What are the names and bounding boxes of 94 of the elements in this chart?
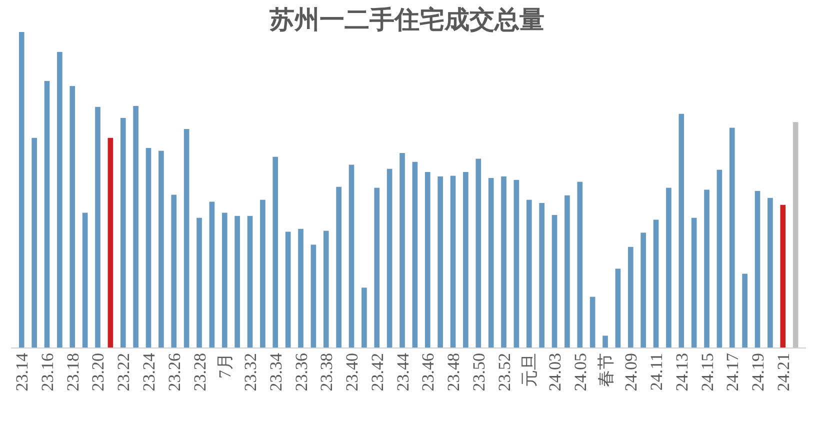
x-tick-label: 24.19 bbox=[748, 353, 768, 392]
bar bbox=[120, 118, 126, 348]
x-tick-label: 23.38 bbox=[317, 353, 336, 392]
bar bbox=[438, 176, 443, 348]
bar bbox=[209, 202, 215, 348]
bar bbox=[501, 176, 506, 348]
bar bbox=[82, 212, 88, 348]
x-tick-label: 23.34 bbox=[266, 352, 286, 392]
bar bbox=[678, 114, 684, 348]
x-tick-label: 23.24 bbox=[140, 352, 158, 392]
bar bbox=[184, 129, 190, 348]
bar bbox=[44, 80, 50, 348]
x-tick-label: 24.17 bbox=[723, 352, 742, 392]
bar bbox=[70, 86, 76, 348]
x-tick-label: 23.16 bbox=[38, 353, 57, 392]
bar bbox=[310, 244, 316, 348]
chart-title: 苏州一二手住宅成交总量 bbox=[268, 5, 544, 34]
bar bbox=[488, 178, 494, 348]
x-tick-label: 24.21 bbox=[774, 353, 793, 392]
x-tick-label: 23.18 bbox=[63, 353, 82, 392]
bar bbox=[729, 128, 735, 348]
bar bbox=[590, 296, 596, 348]
x-tick-label: 23.26 bbox=[164, 353, 184, 392]
bar bbox=[754, 190, 760, 348]
bar bbox=[780, 204, 786, 348]
bar bbox=[247, 216, 253, 348]
x-tick-label: 24.05 bbox=[570, 353, 590, 392]
bar bbox=[615, 268, 621, 348]
bar bbox=[514, 180, 520, 348]
bar bbox=[348, 164, 354, 348]
bar bbox=[792, 122, 798, 348]
bar bbox=[640, 232, 646, 348]
bar bbox=[768, 198, 773, 348]
x-tick-label: 24.13 bbox=[672, 353, 692, 392]
bar bbox=[424, 172, 430, 348]
bar bbox=[704, 190, 710, 348]
bar bbox=[716, 170, 722, 348]
bar bbox=[323, 230, 329, 348]
x-tick-label: 23.14 bbox=[12, 352, 32, 392]
bar bbox=[577, 182, 583, 348]
bar bbox=[158, 150, 164, 348]
x-tick-label: 23.28 bbox=[190, 353, 210, 392]
bar bbox=[539, 202, 544, 348]
bar bbox=[386, 168, 392, 348]
bar bbox=[691, 218, 697, 348]
bar bbox=[57, 52, 62, 348]
x-tick-label: 24.11 bbox=[647, 353, 666, 391]
x-tick-label: 23.44 bbox=[393, 352, 412, 392]
bar bbox=[18, 32, 24, 348]
bar bbox=[260, 200, 266, 348]
x-tick-label: 23.20 bbox=[88, 353, 108, 392]
bar bbox=[564, 195, 570, 348]
x-tick-label: 23.32 bbox=[241, 353, 260, 392]
bar bbox=[108, 138, 114, 348]
x-tick-label: 24.15 bbox=[698, 353, 717, 392]
bar bbox=[362, 288, 367, 348]
bar bbox=[234, 216, 240, 348]
bar bbox=[196, 218, 202, 348]
bar bbox=[298, 228, 304, 348]
bar bbox=[400, 153, 405, 348]
x-tick-label: 7月 bbox=[216, 353, 235, 378]
bar bbox=[742, 274, 748, 348]
x-tick-label: 元旦 bbox=[520, 353, 540, 387]
bar bbox=[32, 138, 37, 348]
bar bbox=[628, 246, 634, 348]
bar bbox=[476, 158, 482, 348]
bar bbox=[222, 212, 228, 348]
x-tick-label: 春节 bbox=[596, 353, 616, 387]
bar bbox=[463, 172, 468, 348]
bar bbox=[133, 106, 138, 348]
bar bbox=[526, 200, 532, 348]
bar bbox=[272, 156, 278, 348]
bar bbox=[552, 214, 558, 348]
bar bbox=[602, 336, 608, 348]
x-tick-label: 23.52 bbox=[494, 353, 514, 392]
bar bbox=[171, 194, 177, 348]
bar bbox=[666, 188, 672, 348]
x-tick-label: 24.03 bbox=[546, 353, 565, 392]
bar bbox=[653, 220, 659, 348]
x-tick-label: 23.48 bbox=[444, 353, 464, 392]
x-tick-label: 23.36 bbox=[292, 353, 311, 392]
bar bbox=[450, 176, 456, 348]
x-tick-label: 23.40 bbox=[342, 353, 362, 392]
x-tick-label: 23.22 bbox=[114, 353, 134, 392]
bar bbox=[285, 232, 291, 348]
bar bbox=[95, 106, 100, 348]
bar bbox=[374, 188, 380, 348]
x-tick-label: 24.09 bbox=[622, 353, 641, 392]
bar bbox=[336, 186, 342, 348]
bar bbox=[412, 162, 418, 348]
x-tick-label: 23.46 bbox=[418, 353, 438, 392]
x-tick-label: 23.42 bbox=[368, 353, 387, 392]
x-tick-label: 23.50 bbox=[469, 353, 488, 392]
bar bbox=[146, 148, 152, 348]
